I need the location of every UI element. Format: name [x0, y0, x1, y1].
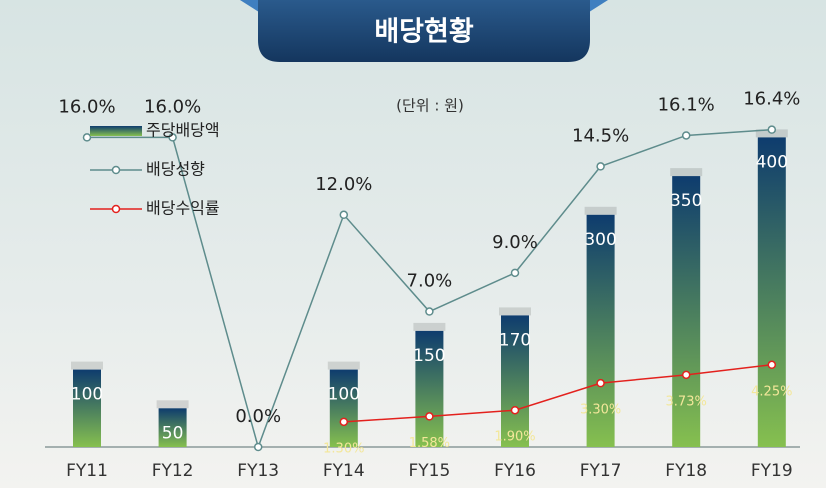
legend-label: 배당수익률 [146, 199, 220, 218]
legend-label: 주당배당액 [146, 121, 220, 140]
legend-swatch [90, 126, 142, 136]
bar [586, 214, 615, 447]
bar [501, 315, 529, 447]
line-point [339, 210, 349, 220]
line-point [596, 378, 605, 388]
bar [757, 137, 786, 447]
line-point [681, 131, 691, 140]
bar-shadow [327, 361, 360, 370]
x-tick-label: FY19 [751, 461, 793, 481]
point-label: 14.5% [572, 125, 629, 146]
subtitle: (단위 : 원) [396, 97, 464, 115]
bar-shadow [499, 307, 531, 316]
legend-marker [111, 165, 121, 175]
point-label: 12.0% [315, 174, 372, 195]
bar-label: 170 [499, 330, 531, 350]
line-point [596, 162, 605, 171]
line [343, 364, 772, 423]
tab-fold [586, 0, 608, 14]
bar-label: 350 [670, 191, 702, 211]
point-label: 0.0% [235, 406, 281, 427]
line-point [510, 405, 520, 415]
line-point [339, 417, 349, 427]
point-label: 1.30% [323, 441, 364, 456]
point-label: 9.0% [492, 232, 538, 253]
bar-shadow [156, 400, 189, 409]
line-point [681, 370, 691, 380]
line-point [425, 412, 434, 421]
point-label: 16.0% [58, 96, 115, 117]
bar [415, 330, 444, 447]
line-point [425, 307, 434, 316]
bar-label: 100 [328, 385, 360, 405]
point-label: 3.30% [580, 403, 621, 418]
line-point [253, 442, 263, 452]
bar-shadow [670, 168, 703, 177]
legend-label: 배당성향 [146, 160, 205, 179]
title-tab [258, 0, 590, 62]
point-label: 16.1% [658, 94, 715, 115]
x-tick-label: FY12 [152, 461, 194, 481]
bar [672, 176, 701, 447]
line-point [82, 133, 92, 142]
x-tick-label: FY13 [237, 461, 279, 481]
line-point [510, 268, 520, 278]
bar-label: 300 [584, 230, 616, 250]
point-label: 1.58% [409, 436, 450, 451]
tab-fold [240, 0, 262, 14]
point-label: 16.0% [144, 96, 201, 117]
legend-marker [111, 204, 121, 214]
chart-title: 배당현황 [374, 17, 474, 48]
bar [329, 369, 358, 447]
point-label: 1.90% [494, 430, 535, 445]
bar-label: 50 [162, 423, 184, 443]
bar-label: 150 [413, 346, 445, 366]
bar-label: 100 [71, 385, 103, 405]
x-tick-label: FY16 [494, 461, 536, 481]
x-tick-label: FY14 [323, 461, 365, 481]
bar-label: 400 [756, 152, 788, 172]
point-label: 3.73% [666, 394, 707, 409]
bar [73, 369, 101, 447]
bar-shadow [413, 322, 446, 331]
bar-shadow [71, 361, 103, 370]
point-label: 7.0% [407, 271, 453, 292]
bar [158, 408, 187, 447]
line-point [767, 360, 777, 370]
x-tick-label: FY17 [580, 461, 622, 481]
line-point [767, 125, 777, 134]
line-point [168, 133, 177, 142]
x-tick-label: FY11 [66, 461, 108, 481]
bar-shadow [584, 206, 617, 215]
point-label: 16.4% [743, 89, 800, 110]
x-tick-label: FY18 [665, 461, 707, 481]
x-tick-label: FY15 [409, 461, 451, 481]
point-label: 4.25% [751, 384, 792, 399]
